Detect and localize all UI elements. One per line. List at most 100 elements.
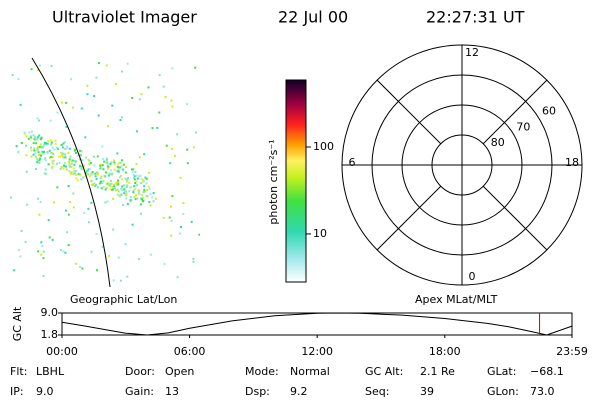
speckle bbox=[136, 184, 138, 187]
speckle bbox=[30, 130, 33, 133]
speckle bbox=[87, 207, 90, 210]
info-label: GLat: bbox=[487, 365, 516, 378]
speckle bbox=[99, 182, 102, 185]
speckle bbox=[105, 171, 107, 174]
speckle bbox=[141, 178, 144, 181]
info-label: GC Alt: bbox=[365, 365, 403, 378]
speckle bbox=[58, 162, 61, 165]
speckle bbox=[38, 146, 41, 149]
speckle bbox=[42, 145, 45, 148]
speckle bbox=[112, 188, 114, 191]
speckle bbox=[42, 275, 45, 277]
speckle bbox=[170, 220, 173, 222]
speckle bbox=[122, 168, 124, 171]
speckle bbox=[109, 169, 112, 172]
speckle bbox=[70, 172, 73, 175]
speckle bbox=[20, 142, 23, 144]
speckle bbox=[176, 276, 179, 279]
speckle bbox=[138, 175, 141, 178]
speckle bbox=[121, 159, 124, 162]
speckle bbox=[99, 163, 102, 166]
speckle bbox=[88, 159, 91, 162]
speckle bbox=[36, 117, 39, 120]
speckle bbox=[73, 170, 76, 173]
speckle bbox=[126, 180, 129, 183]
alt-xtick-label: 00:00 bbox=[46, 345, 78, 358]
speckle bbox=[63, 164, 66, 167]
speckle bbox=[44, 158, 46, 161]
info-label: Gain: bbox=[125, 385, 154, 398]
speckle bbox=[93, 95, 96, 97]
speckle bbox=[108, 254, 111, 257]
speckle bbox=[121, 70, 124, 73]
speckle bbox=[134, 170, 137, 173]
speckle bbox=[99, 167, 102, 170]
speckle bbox=[46, 150, 49, 153]
speckle bbox=[48, 157, 51, 159]
speckle bbox=[10, 196, 13, 199]
speckle bbox=[158, 111, 161, 114]
speckle bbox=[137, 258, 140, 260]
speckle bbox=[170, 234, 173, 237]
speckle bbox=[109, 188, 112, 191]
polar-diagonal bbox=[482, 185, 548, 251]
polar-mlt-label: 12 bbox=[465, 46, 479, 59]
speckle bbox=[70, 171, 73, 174]
speckle bbox=[132, 191, 135, 194]
speckle bbox=[145, 182, 148, 185]
info-label: Door: bbox=[125, 365, 155, 378]
speckle bbox=[23, 131, 26, 134]
speckle bbox=[92, 183, 95, 185]
speckle bbox=[39, 143, 42, 146]
speckle bbox=[165, 144, 168, 147]
speckle bbox=[65, 101, 68, 104]
speckle bbox=[116, 152, 119, 155]
speckle bbox=[102, 168, 105, 171]
speckle bbox=[62, 142, 65, 145]
speckle bbox=[125, 178, 128, 181]
speckle bbox=[75, 177, 78, 180]
speckle bbox=[129, 200, 132, 203]
speckle bbox=[41, 150, 44, 153]
speckle bbox=[104, 188, 107, 191]
speckle bbox=[90, 201, 93, 204]
speckle bbox=[57, 155, 60, 158]
speckle bbox=[48, 149, 51, 152]
speckle bbox=[96, 173, 99, 176]
info-label: Seq: bbox=[365, 385, 389, 398]
speckle bbox=[35, 138, 38, 141]
speckle bbox=[109, 163, 112, 165]
speckle bbox=[133, 196, 136, 198]
speckle bbox=[120, 174, 122, 177]
speckle bbox=[20, 230, 23, 232]
speckle bbox=[108, 183, 111, 186]
speckle bbox=[120, 116, 123, 119]
speckle bbox=[79, 265, 81, 268]
info-value: 9.0 bbox=[36, 385, 54, 398]
speckle bbox=[171, 67, 174, 70]
speckle bbox=[151, 196, 154, 199]
speckle bbox=[75, 173, 78, 176]
speckle bbox=[83, 212, 86, 214]
speckle bbox=[56, 111, 59, 114]
speckle bbox=[146, 195, 149, 198]
speckle bbox=[90, 250, 93, 253]
speckle bbox=[99, 164, 102, 167]
speckle bbox=[168, 216, 171, 219]
speckle bbox=[37, 250, 40, 253]
speckle bbox=[96, 155, 99, 158]
speckle bbox=[72, 167, 75, 170]
speckle bbox=[52, 153, 55, 155]
speckle bbox=[138, 98, 141, 101]
alt-ytick-label: 9.0 bbox=[41, 306, 59, 319]
speckle bbox=[100, 182, 103, 185]
speckle bbox=[102, 185, 105, 188]
speckle bbox=[80, 166, 83, 169]
speckle bbox=[72, 106, 74, 109]
polar-lat-label: 70 bbox=[516, 120, 530, 133]
speckle bbox=[65, 231, 68, 234]
speckle bbox=[30, 68, 33, 71]
speckle bbox=[100, 187, 103, 190]
speckle bbox=[101, 180, 104, 183]
speckle bbox=[95, 183, 98, 186]
